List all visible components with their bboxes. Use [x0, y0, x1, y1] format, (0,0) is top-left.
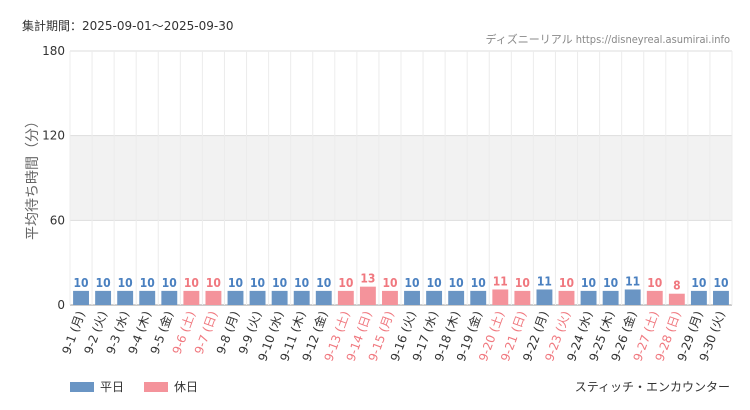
bar	[492, 289, 509, 305]
bar	[161, 290, 178, 305]
bar	[470, 290, 487, 305]
bar-data-label: 10	[118, 276, 133, 290]
bar-data-label: 10	[96, 276, 111, 290]
bar	[690, 290, 707, 305]
bar-data-label: 10	[338, 276, 353, 290]
legend-holiday: 休日	[144, 378, 198, 395]
bar-data-label: 10	[140, 276, 155, 290]
bar-data-label: 10	[471, 276, 486, 290]
bar-data-label: 10	[603, 276, 618, 290]
bar	[404, 290, 420, 305]
bar-data-label: 10	[316, 276, 331, 290]
y-tick-label: 0	[57, 298, 65, 312]
bar	[293, 290, 310, 305]
bar-data-label: 13	[360, 272, 375, 286]
bar-data-label: 10	[559, 276, 574, 290]
legend-weekday: 平日	[70, 378, 124, 395]
bar-data-label: 10	[272, 276, 287, 290]
bar	[271, 290, 288, 305]
bar	[183, 290, 200, 305]
bar	[646, 290, 663, 305]
bar	[359, 286, 376, 305]
bar-data-label: 10	[449, 276, 464, 290]
bar	[713, 290, 729, 305]
collection-period: 集計期間：2025-09-01～2025-09-30	[22, 19, 234, 33]
bar-data-label: 11	[537, 274, 552, 288]
bar-data-label: 11	[625, 274, 640, 288]
bar	[382, 290, 398, 305]
bar-data-label: 10	[647, 276, 662, 290]
bar	[448, 290, 465, 305]
bar-data-label: 10	[713, 276, 728, 290]
bar	[117, 290, 134, 305]
chart-legend: 平日 休日	[70, 378, 218, 395]
bar	[536, 289, 553, 305]
bar	[139, 290, 156, 305]
bar	[337, 290, 354, 305]
bar-data-label: 10	[382, 276, 397, 290]
bar	[249, 290, 266, 305]
bar-data-label: 10	[206, 276, 221, 290]
y-tick-label: 120	[42, 129, 65, 143]
bar	[426, 290, 443, 305]
bar-data-label: 10	[184, 276, 199, 290]
legend-holiday-swatch	[144, 381, 169, 392]
bar	[95, 290, 112, 305]
legend-weekday-swatch	[70, 381, 94, 392]
bar-data-label: 10	[74, 276, 89, 290]
bar	[205, 290, 222, 305]
bar	[73, 290, 89, 305]
bar	[624, 289, 641, 305]
bar-data-label: 10	[405, 276, 420, 290]
bar	[668, 293, 685, 305]
bar	[227, 290, 244, 305]
bar-data-label: 11	[493, 274, 508, 288]
legend-holiday-label: 休日	[174, 380, 199, 394]
attraction-name: スティッチ・エンカウンター	[574, 380, 730, 394]
bar-data-label: 10	[427, 276, 442, 290]
y-tick-label: 60	[50, 213, 65, 227]
bar-data-label: 10	[294, 276, 309, 290]
bar	[315, 290, 332, 305]
bar-data-label: 10	[162, 276, 177, 290]
bar-data-label: 8	[673, 279, 681, 293]
y-tick-label: 180	[42, 44, 65, 58]
bar-data-label: 10	[691, 276, 706, 290]
source-credit: ディズニーリアル https://disneyreal.asumirai.inf…	[485, 33, 730, 46]
bar-data-label: 10	[250, 276, 265, 290]
bar-data-label: 10	[581, 276, 596, 290]
bar	[514, 290, 531, 305]
bar	[558, 290, 575, 305]
bar	[580, 290, 597, 305]
bar	[602, 290, 619, 305]
bar-data-label: 10	[228, 276, 243, 290]
bar-data-label: 10	[515, 276, 530, 290]
legend-weekday-label: 平日	[100, 380, 125, 394]
